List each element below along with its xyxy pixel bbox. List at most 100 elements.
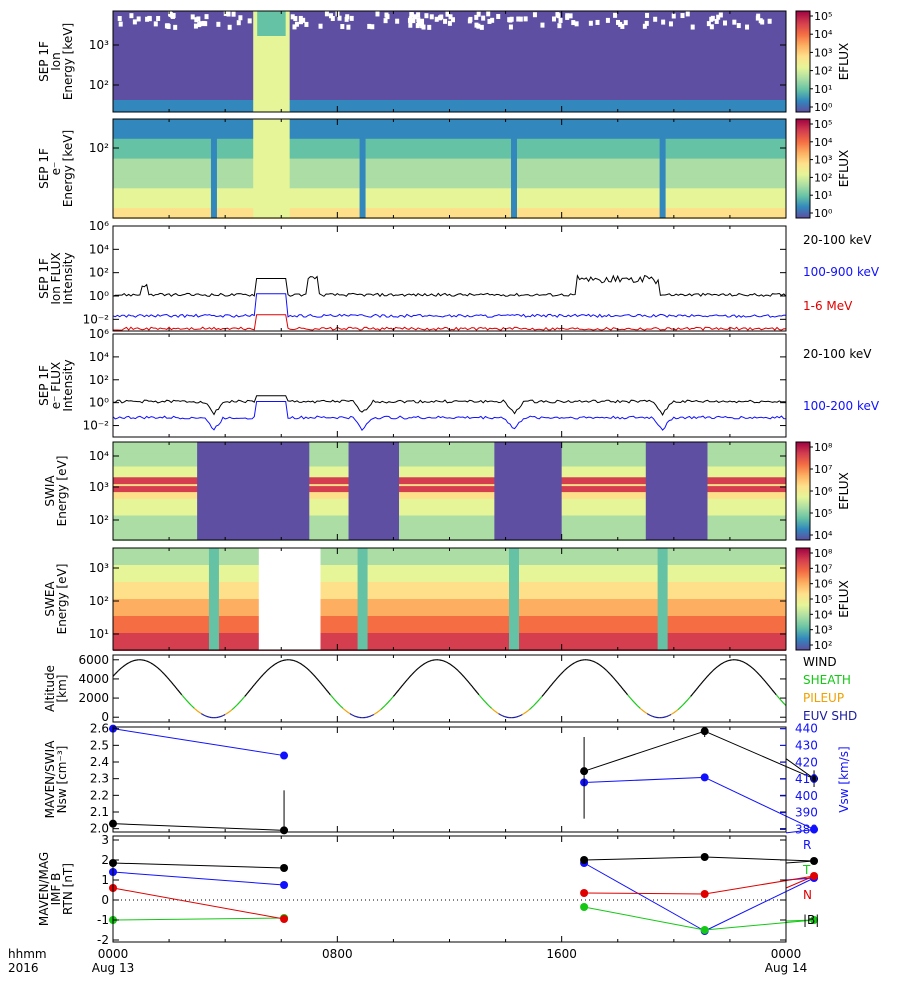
altitude-segment: [702, 679, 706, 682]
altitude-segment: [401, 684, 404, 687]
spectrogram-row: [113, 641, 786, 651]
spectrogram-row: [113, 188, 786, 200]
altitude-segment: [201, 713, 204, 716]
altitude-segment: [123, 664, 126, 667]
spectrogram-gap-cell: [552, 16, 557, 22]
altitude-segment: [568, 665, 571, 668]
spectrogram-gap-cell: [147, 15, 152, 21]
y-tick-label: 10⁶: [89, 219, 109, 233]
right-y-tick-label: 420: [795, 755, 818, 769]
flux-legend-label: 100-200 keV: [803, 399, 880, 413]
altitude-segment: [446, 661, 449, 664]
altitude-segment: [522, 713, 525, 716]
altitude-segment: [751, 667, 755, 670]
altitude-segment: [265, 670, 268, 673]
mag-imf: [109, 853, 819, 935]
colorbar-tick-label: 10²: [814, 171, 832, 184]
altitude-segment: [724, 661, 726, 663]
altitude-segment: [276, 661, 279, 664]
spectrogram-dip: [357, 548, 368, 650]
altitude-segment: [488, 705, 491, 708]
altitude-segment: [233, 706, 236, 709]
spectrogram-gap-cell: [486, 11, 491, 17]
y-tick-label: 2.0: [90, 822, 109, 836]
right-ylabel: Vsw [km/s]: [837, 746, 851, 812]
altitude-segment: [252, 684, 256, 687]
altitude-segment: [445, 661, 447, 663]
spectrogram-row: [113, 624, 786, 634]
spectrogram-gap-cell: [236, 20, 241, 26]
altitude-segment: [681, 703, 685, 707]
altitude-segment: [557, 675, 560, 679]
altitude-segment: [456, 668, 459, 671]
moment-series-line: [583, 730, 705, 772]
altitude-segment: [379, 709, 382, 712]
altitude-segment: [231, 707, 234, 710]
altitude-segment: [242, 695, 246, 699]
spectrogram-gap-cell: [408, 16, 413, 22]
altitude-segment: [402, 682, 406, 685]
altitude-segment: [774, 692, 777, 696]
altitude-segment: [501, 714, 504, 717]
spectrogram-gap-cell: [416, 17, 421, 23]
altitude-segment: [451, 665, 455, 668]
altitude-segment: [761, 677, 765, 680]
altitude-segment: [719, 663, 722, 666]
altitude-segment: [743, 661, 746, 664]
spectrogram-row: [113, 148, 786, 160]
altitude-segment: [349, 713, 352, 716]
spectrogram-gap-cell: [736, 23, 741, 29]
ylabel-line: Altitude: [43, 665, 57, 712]
spectrogram-row: [113, 607, 786, 617]
spectrogram-gap-cell: [194, 17, 199, 23]
spectrogram-row: [113, 208, 786, 219]
imf-data-point: [810, 916, 819, 924]
spectrogram-gap-cell: [412, 14, 417, 20]
altitude-segment: [694, 689, 697, 692]
spectrogram-gap-cell: [448, 14, 453, 20]
y-tick-label: 10²: [89, 373, 109, 387]
altitude-segment: [322, 685, 326, 689]
altitude-segment: [191, 705, 194, 708]
altitude-segment: [185, 699, 188, 702]
altitude-segment: [255, 680, 258, 684]
time-format-label: hhmm: [8, 947, 47, 961]
spectrogram-row: [113, 158, 786, 170]
altitude-segment: [767, 684, 770, 687]
altitude-segment: [562, 670, 565, 673]
right-y-tick-label: 400: [795, 789, 818, 803]
spectrogram-row: [113, 565, 786, 575]
spectrogram-gap-cell: [383, 18, 388, 24]
altitude-segment: [129, 661, 132, 663]
altitude-segment: [566, 666, 570, 669]
imf-series-line: [584, 892, 705, 895]
altitude-segment: [150, 662, 153, 665]
altitude-segment: [304, 666, 307, 669]
altitude-segment: [184, 697, 187, 701]
altitude-segment: [603, 667, 606, 670]
imf-series-line: [785, 860, 815, 864]
altitude-segment: [565, 667, 568, 670]
spectrogram-event-band: [253, 119, 290, 218]
imf-data-point: [580, 889, 589, 897]
right-y-tick-label: 440: [795, 722, 818, 736]
altitude-segment: [749, 665, 752, 668]
altitude-segment: [615, 680, 619, 684]
colorbar-tick-label: 10²: [814, 65, 832, 78]
spectrogram-gap-cell: [193, 23, 198, 29]
altitude-segment: [443, 660, 446, 663]
altitude-segment: [409, 674, 413, 677]
spectrogram-gap-cell: [706, 21, 711, 27]
y-tick-label: 10²: [89, 266, 109, 280]
y-tick-label: 10³: [89, 38, 109, 52]
spectrogram-gap-cell: [558, 17, 563, 23]
altitude-segment: [168, 679, 171, 682]
colorbar-tick-label: 10⁴: [814, 529, 833, 542]
altitude-segment: [352, 714, 355, 717]
y-tick-label: 2.3: [90, 772, 109, 786]
altitude-segment: [756, 671, 759, 674]
y-tick-label: 10²: [89, 141, 109, 155]
spectrogram-gap-cell: [680, 13, 685, 19]
spectrogram-gap-cell: [718, 12, 723, 18]
